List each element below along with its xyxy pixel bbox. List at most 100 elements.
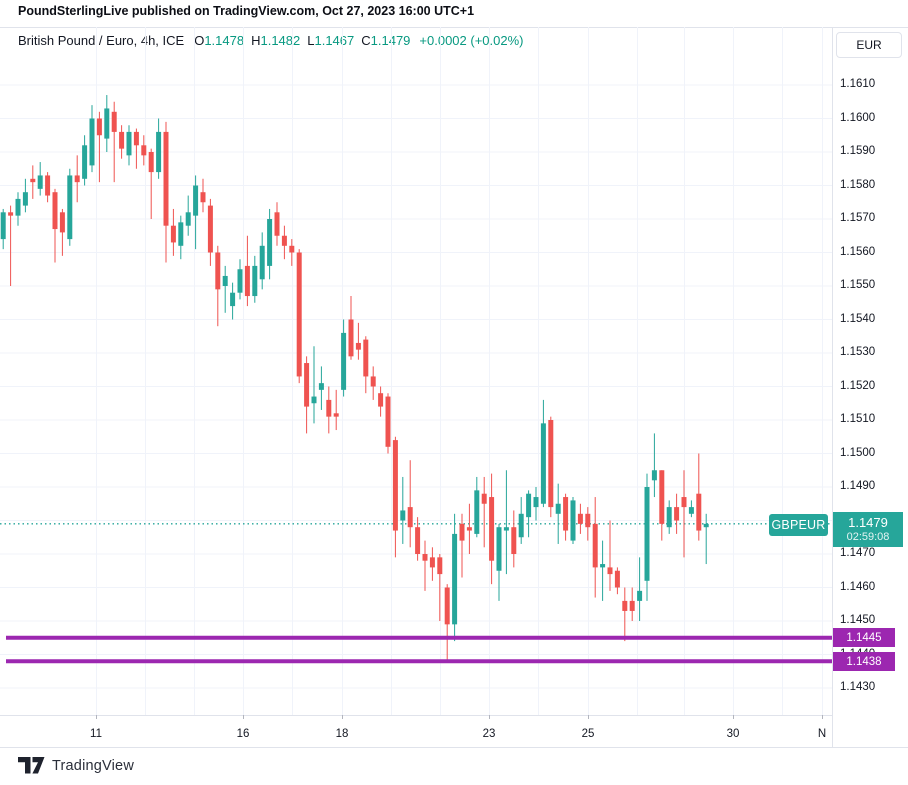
time-tick-mark [243, 715, 244, 719]
candle [363, 339, 369, 377]
current-price-axis-label: 1.1479 02:59:08 [833, 512, 903, 547]
candle [392, 440, 398, 531]
time-axis[interactable]: 11 16 18 23 25 30 N [0, 715, 832, 747]
candle [119, 131, 125, 149]
candle [178, 222, 184, 246]
candle [585, 513, 591, 528]
candle [133, 131, 139, 146]
attribution-text: PoundSterlingLive published on TradingVi… [18, 4, 475, 18]
candle [474, 490, 480, 534]
price-tick-label: 1.1460 [840, 580, 876, 593]
time-tick-label: 11 [90, 728, 102, 740]
time-tick-mark [342, 715, 343, 719]
candle [89, 118, 95, 166]
chart-legend[interactable]: British Pound / Euro, 4h, ICE O1.1478 H1.1… [18, 33, 523, 48]
candle [644, 487, 650, 581]
candle [600, 564, 606, 568]
price-tick-label: 1.1520 [840, 379, 876, 392]
candle [267, 219, 273, 266]
time-tick-label: 30 [726, 728, 740, 740]
candle [163, 131, 169, 226]
candle [703, 523, 709, 528]
candle [0, 212, 6, 240]
time-tick-label: 23 [482, 728, 496, 740]
price-axis-border [832, 27, 833, 747]
time-tick-label: 16 [236, 728, 250, 740]
time-tick-mark [588, 715, 589, 719]
time-tick-mark [96, 715, 97, 719]
tradingview-logo[interactable]: TradingView [18, 757, 134, 774]
candle [629, 600, 635, 611]
candle [74, 175, 80, 183]
candle [489, 497, 495, 561]
candle [378, 393, 384, 407]
candle [422, 554, 428, 561]
current-price-value: 1.1479 [848, 514, 888, 530]
candle [59, 212, 65, 233]
ohlc-low: L1.1467 [307, 33, 355, 48]
candle [415, 527, 421, 554]
currency-toggle-button[interactable]: EUR [836, 32, 902, 58]
candle [289, 245, 295, 253]
candle [296, 252, 302, 377]
price-tick-label: 1.1540 [840, 312, 876, 325]
candle [281, 235, 287, 246]
candle [607, 567, 613, 575]
candle [304, 363, 310, 407]
bar-countdown: 02:59:08 [846, 530, 890, 543]
support-level-label-2: 1.1438 [833, 652, 895, 671]
symbol-price-line-tag[interactable]: GBPEUR [769, 514, 828, 536]
candle [37, 175, 43, 189]
candle [311, 396, 317, 404]
candle [244, 265, 250, 297]
candle [355, 342, 361, 350]
candle [274, 212, 280, 236]
price-tick-label: 1.1590 [840, 145, 876, 157]
candle [156, 131, 162, 173]
price-tick-label: 1.1510 [840, 413, 876, 425]
candle [555, 503, 561, 514]
time-tick-mark [822, 715, 823, 719]
candle [429, 557, 435, 568]
candlestick-chart[interactable] [0, 27, 832, 715]
candle [674, 507, 680, 521]
time-tick-mark [489, 715, 490, 719]
candle [481, 493, 487, 504]
candle [15, 198, 21, 216]
candle [666, 507, 672, 528]
candle [148, 152, 154, 173]
candle [385, 396, 391, 447]
candle [52, 192, 58, 230]
ohlc-open: O1.1478 [194, 33, 245, 48]
candle [540, 423, 546, 504]
candle [67, 175, 73, 240]
time-tick-mark [733, 715, 734, 719]
ohlc-high: H1.1482 [251, 33, 301, 48]
candle [82, 145, 88, 179]
tradingview-logo-icon [18, 757, 45, 774]
price-tick-label: 1.1550 [840, 279, 876, 291]
price-tick-label: 1.1490 [840, 480, 876, 492]
candle [341, 332, 347, 390]
candle [444, 587, 450, 625]
support-level-label-1: 1.1445 [833, 628, 895, 647]
candle [614, 570, 620, 588]
candle [215, 252, 221, 290]
candle [45, 175, 51, 196]
time-axis-border [0, 715, 832, 716]
price-axis[interactable]: 1.1610 1.1600 1.1590 1.1580 1.1570 1.1560 1.15… [833, 27, 908, 715]
price-tick-label: 1.1560 [840, 245, 876, 258]
candle [518, 513, 524, 538]
time-tick-label: 18 [335, 728, 349, 740]
candle [326, 399, 332, 417]
candle [466, 527, 472, 531]
price-tick-label: 1.1450 [840, 614, 876, 626]
candle [200, 192, 206, 203]
candle [570, 500, 576, 541]
candle [681, 497, 687, 508]
candle [333, 413, 339, 417]
price-tick-label: 1.1600 [840, 111, 876, 124]
time-tick-label: 25 [581, 728, 595, 740]
candle [193, 185, 199, 216]
